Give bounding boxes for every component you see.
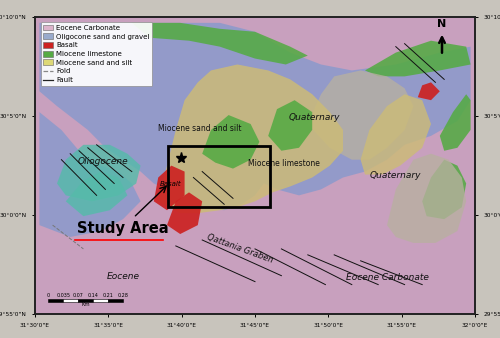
Text: Miocene sand and silt: Miocene sand and silt: [158, 124, 242, 134]
Polygon shape: [154, 166, 184, 210]
Polygon shape: [360, 94, 431, 174]
Text: Quaternary: Quaternary: [288, 113, 340, 122]
Polygon shape: [387, 154, 466, 243]
Text: Eocene Carbonate: Eocene Carbonate: [346, 273, 428, 282]
Polygon shape: [308, 70, 414, 160]
Text: N: N: [438, 19, 446, 29]
Bar: [48, 299, 63, 303]
Text: Km: Km: [82, 302, 90, 307]
Text: 0.035: 0.035: [56, 293, 70, 298]
Polygon shape: [66, 172, 128, 216]
Polygon shape: [40, 112, 140, 237]
Polygon shape: [202, 115, 260, 169]
Bar: [108, 299, 123, 303]
Text: Eocene: Eocene: [106, 272, 140, 281]
Polygon shape: [365, 41, 470, 76]
Polygon shape: [167, 192, 202, 234]
Bar: [78, 299, 93, 303]
Polygon shape: [440, 94, 470, 151]
Text: 0.21: 0.21: [102, 293, 114, 298]
Polygon shape: [268, 100, 312, 151]
Polygon shape: [158, 65, 343, 213]
Polygon shape: [40, 23, 470, 210]
Text: 0.14: 0.14: [88, 293, 99, 298]
Polygon shape: [418, 82, 440, 100]
Text: 0.07: 0.07: [72, 293, 84, 298]
Legend: Eocene Carbonate, Oligocone sand and gravel, Basalt, Miocene limestone, Miocene : Eocene Carbonate, Oligocone sand and gra…: [40, 22, 152, 86]
Text: Qattania Graben: Qattania Graben: [206, 232, 274, 264]
Bar: [93, 299, 108, 303]
Text: Quaternary: Quaternary: [370, 170, 422, 179]
Polygon shape: [132, 23, 308, 65]
Bar: [168, 146, 270, 207]
Text: Miocene limestone: Miocene limestone: [248, 159, 320, 168]
Polygon shape: [422, 160, 466, 219]
Text: 0: 0: [46, 293, 50, 298]
Text: Basalt: Basalt: [160, 182, 182, 188]
Bar: [63, 299, 78, 303]
Text: 0.28: 0.28: [118, 293, 128, 298]
Polygon shape: [57, 145, 140, 201]
Text: Oliogocene: Oliogocene: [78, 157, 128, 166]
Text: Study Area: Study Area: [77, 187, 168, 236]
